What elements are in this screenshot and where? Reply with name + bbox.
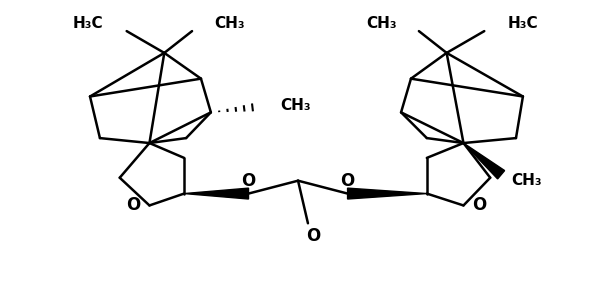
Text: O: O (126, 197, 141, 215)
Text: CH₃: CH₃ (511, 173, 541, 188)
Text: O: O (472, 197, 486, 215)
Polygon shape (463, 143, 505, 179)
Text: H₃C: H₃C (508, 16, 538, 31)
Text: O: O (306, 227, 320, 245)
Text: CH₃: CH₃ (214, 16, 244, 31)
Text: O: O (341, 172, 355, 190)
Text: H₃C: H₃C (72, 16, 103, 31)
Text: CH₃: CH₃ (367, 16, 397, 31)
Polygon shape (348, 188, 427, 199)
Text: CH₃: CH₃ (280, 98, 311, 113)
Text: O: O (241, 172, 256, 190)
Polygon shape (184, 188, 249, 199)
